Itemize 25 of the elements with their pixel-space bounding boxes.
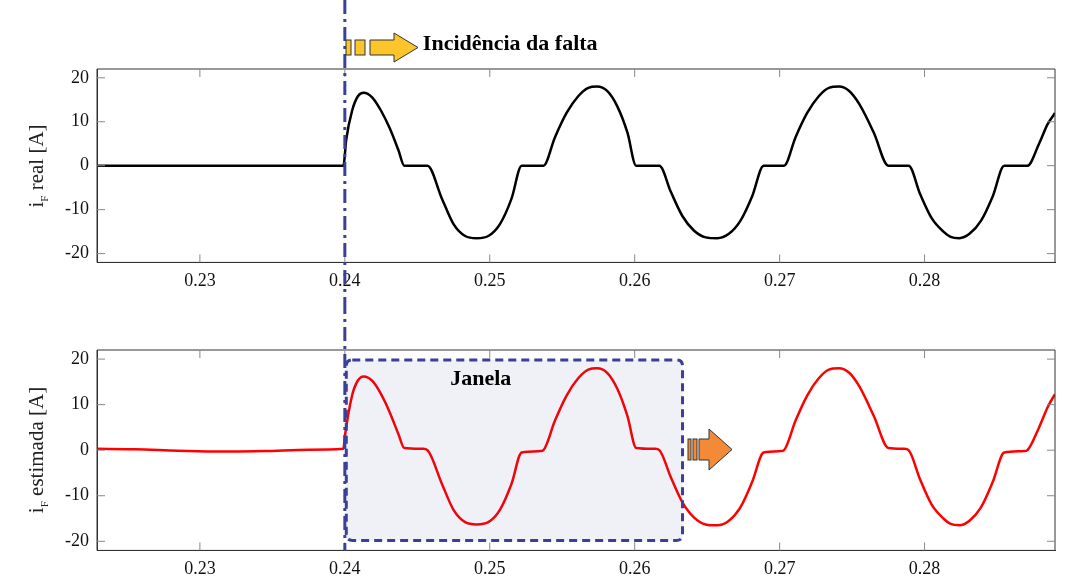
band-label: Janela <box>450 364 512 390</box>
x-tick-label: 0.27 <box>763 269 796 290</box>
x-tick-label: 0.25 <box>474 557 506 578</box>
x-tick-label: 0.27 <box>763 557 796 578</box>
line-series <box>97 366 1055 527</box>
x-tick-label: 0.23 <box>184 269 216 290</box>
x-tick-label: 0.23 <box>184 557 216 578</box>
text: Incidência da falta <box>422 29 598 55</box>
y-tick-label: -20 <box>65 242 89 263</box>
x-tick-label: 0.26 <box>618 557 651 578</box>
y-tick-label: 10 <box>71 110 89 131</box>
y-tick-label: -20 <box>65 530 89 551</box>
y-tick-label: -10 <box>65 484 89 505</box>
y-tick-label: 10 <box>71 393 89 414</box>
y-tick-label: 20 <box>71 66 89 87</box>
y-tick-label: -10 <box>65 198 89 219</box>
x-tick-label: 0.28 <box>908 557 941 578</box>
x-tick-label: 0.25 <box>474 269 506 290</box>
line-series <box>97 85 1055 240</box>
x-tick-label: 0.28 <box>908 269 941 290</box>
x-tick-label: 0.24 <box>329 557 361 578</box>
y-tick-label: 20 <box>71 347 89 368</box>
y-tick-label: 0 <box>80 154 89 175</box>
x-tick-label: 0.26 <box>618 269 651 290</box>
y-tick-label: 0 <box>80 438 89 459</box>
